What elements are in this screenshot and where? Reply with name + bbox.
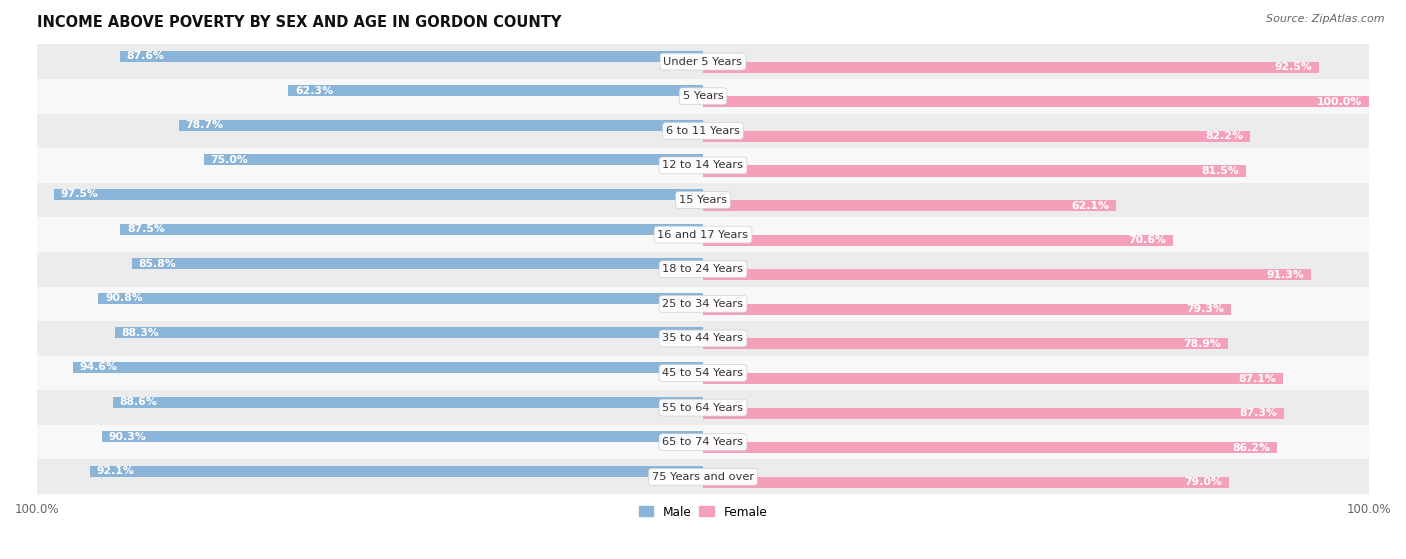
Text: 92.1%: 92.1%: [97, 466, 135, 476]
Text: 6 to 11 Years: 6 to 11 Years: [666, 126, 740, 136]
Bar: [37, 252, 1369, 287]
Bar: [703, 131, 1250, 142]
Bar: [37, 287, 1369, 321]
Text: 100.0%: 100.0%: [1317, 97, 1362, 107]
Text: 81.5%: 81.5%: [1201, 166, 1239, 176]
Bar: [112, 396, 703, 408]
Text: 78.9%: 78.9%: [1184, 339, 1222, 349]
Bar: [703, 373, 1282, 384]
Text: Source: ZipAtlas.com: Source: ZipAtlas.com: [1267, 14, 1385, 24]
Bar: [703, 61, 1319, 73]
Bar: [288, 85, 703, 96]
Text: 94.6%: 94.6%: [80, 362, 118, 372]
Text: 55 to 64 Years: 55 to 64 Years: [662, 402, 744, 413]
Bar: [37, 79, 1369, 113]
Bar: [703, 235, 1173, 246]
Bar: [132, 258, 703, 269]
Bar: [703, 338, 1229, 349]
Text: 70.6%: 70.6%: [1129, 235, 1167, 245]
Bar: [703, 200, 1116, 211]
Text: 90.8%: 90.8%: [105, 293, 143, 304]
Text: 92.5%: 92.5%: [1274, 62, 1312, 72]
Bar: [37, 148, 1369, 183]
Bar: [37, 425, 1369, 459]
Bar: [179, 120, 703, 131]
Bar: [120, 50, 703, 61]
Bar: [37, 321, 1369, 356]
Bar: [121, 224, 703, 235]
Bar: [37, 459, 1369, 494]
Bar: [37, 217, 1369, 252]
Text: 75 Years and over: 75 Years and over: [652, 472, 754, 482]
Text: 35 to 44 Years: 35 to 44 Years: [662, 333, 744, 343]
Text: 97.5%: 97.5%: [60, 190, 98, 200]
Text: 65 to 74 Years: 65 to 74 Years: [662, 437, 744, 447]
Text: Under 5 Years: Under 5 Years: [664, 56, 742, 67]
Text: 25 to 34 Years: 25 to 34 Years: [662, 299, 744, 309]
Bar: [101, 431, 703, 442]
Bar: [37, 356, 1369, 390]
Bar: [37, 113, 1369, 148]
Text: 62.1%: 62.1%: [1071, 201, 1109, 211]
Text: 16 and 17 Years: 16 and 17 Years: [658, 230, 748, 240]
Bar: [37, 44, 1369, 79]
Text: 5 Years: 5 Years: [683, 91, 723, 101]
Bar: [90, 466, 703, 477]
Bar: [703, 96, 1369, 107]
Text: 45 to 54 Years: 45 to 54 Years: [662, 368, 744, 378]
Bar: [37, 183, 1369, 217]
Text: 86.2%: 86.2%: [1232, 443, 1270, 453]
Text: 82.2%: 82.2%: [1205, 131, 1243, 141]
Bar: [204, 154, 703, 165]
Bar: [98, 293, 703, 304]
Bar: [703, 408, 1284, 419]
Legend: Male, Female: Male, Female: [634, 501, 772, 523]
Bar: [703, 477, 1229, 488]
Bar: [115, 328, 703, 338]
Text: 79.0%: 79.0%: [1184, 477, 1222, 487]
Text: 87.3%: 87.3%: [1240, 408, 1278, 418]
Text: INCOME ABOVE POVERTY BY SEX AND AGE IN GORDON COUNTY: INCOME ABOVE POVERTY BY SEX AND AGE IN G…: [37, 15, 561, 30]
Bar: [37, 390, 1369, 425]
Text: 87.1%: 87.1%: [1239, 373, 1277, 383]
Text: 78.7%: 78.7%: [186, 120, 224, 130]
Text: 62.3%: 62.3%: [295, 86, 333, 96]
Text: 18 to 24 Years: 18 to 24 Years: [662, 264, 744, 274]
Bar: [703, 442, 1277, 453]
Text: 79.3%: 79.3%: [1187, 304, 1225, 314]
Text: 91.3%: 91.3%: [1267, 270, 1305, 280]
Text: 75.0%: 75.0%: [211, 155, 249, 165]
Text: 12 to 14 Years: 12 to 14 Years: [662, 160, 744, 170]
Bar: [703, 269, 1310, 280]
Text: 88.6%: 88.6%: [120, 397, 157, 407]
Bar: [703, 165, 1246, 177]
Text: 88.3%: 88.3%: [122, 328, 160, 338]
Text: 90.3%: 90.3%: [108, 432, 146, 442]
Bar: [53, 189, 703, 200]
Text: 87.5%: 87.5%: [127, 224, 165, 234]
Text: 85.8%: 85.8%: [138, 259, 176, 269]
Text: 87.6%: 87.6%: [127, 51, 165, 61]
Text: 15 Years: 15 Years: [679, 195, 727, 205]
Bar: [703, 304, 1230, 315]
Bar: [73, 362, 703, 373]
